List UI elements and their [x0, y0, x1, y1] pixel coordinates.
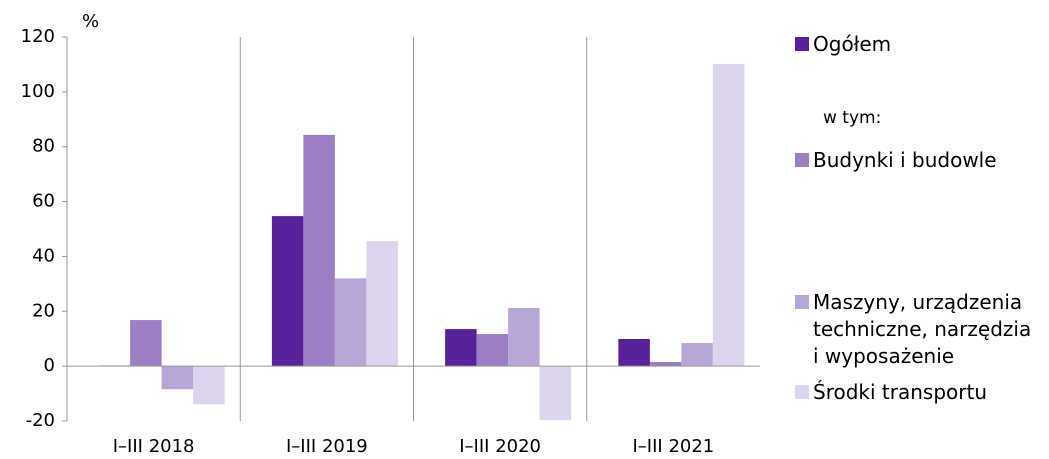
legend-note: w tym:: [823, 108, 882, 128]
legend-item: Budynki i budowle: [795, 147, 1039, 174]
x-tick-label: I–III 2020: [459, 436, 541, 457]
y-tick-label: 20: [32, 300, 55, 321]
x-tick-label: I–III 2019: [286, 436, 368, 457]
y-tick-label: -20: [26, 410, 55, 431]
bar: [649, 362, 682, 367]
y-tick-label: 0: [44, 355, 55, 376]
bar: [476, 334, 509, 367]
bar: [618, 338, 650, 367]
x-tick-label: I–III 2018: [113, 436, 195, 457]
bar: [366, 241, 398, 367]
legend-swatch: [795, 295, 809, 309]
x-tick-label: I–III 2021: [632, 436, 714, 457]
bar: [161, 366, 194, 390]
legend-item: Maszyny, urządzenia techniczne, narzędzi…: [795, 289, 1039, 370]
legend-swatch: [795, 153, 809, 167]
bar: [508, 307, 540, 367]
legend-swatch: [795, 385, 809, 399]
legend-label: Maszyny, urządzenia techniczne, narzędzi…: [813, 290, 1032, 368]
y-unit: %: [82, 11, 99, 32]
legend-item: Ogółem: [795, 31, 1039, 58]
bar: [334, 278, 367, 367]
y-tick-label: 120: [21, 26, 55, 47]
legend-label: Budynki i budowle: [813, 148, 997, 172]
bar: [193, 366, 225, 405]
bar: [712, 63, 745, 367]
y-tick-label: 80: [32, 136, 55, 157]
bar: [271, 216, 304, 367]
legend-swatch: [795, 37, 809, 51]
y-tick-label: 40: [32, 245, 55, 266]
bar: [539, 366, 572, 421]
legend-label: Ogółem: [813, 32, 892, 56]
bar: [130, 320, 162, 367]
bar: [681, 343, 713, 367]
y-tick-label: 100: [21, 81, 55, 102]
legend: w tym: Ogółem Budynki i budowle Maszyny, ur…: [795, 0, 1049, 459]
legend-item: Środki transportu: [795, 379, 1039, 406]
bar: [445, 329, 477, 367]
y-tick-label: 60: [32, 191, 55, 212]
bar: [303, 134, 335, 367]
legend-label: Środki transportu: [813, 380, 987, 404]
